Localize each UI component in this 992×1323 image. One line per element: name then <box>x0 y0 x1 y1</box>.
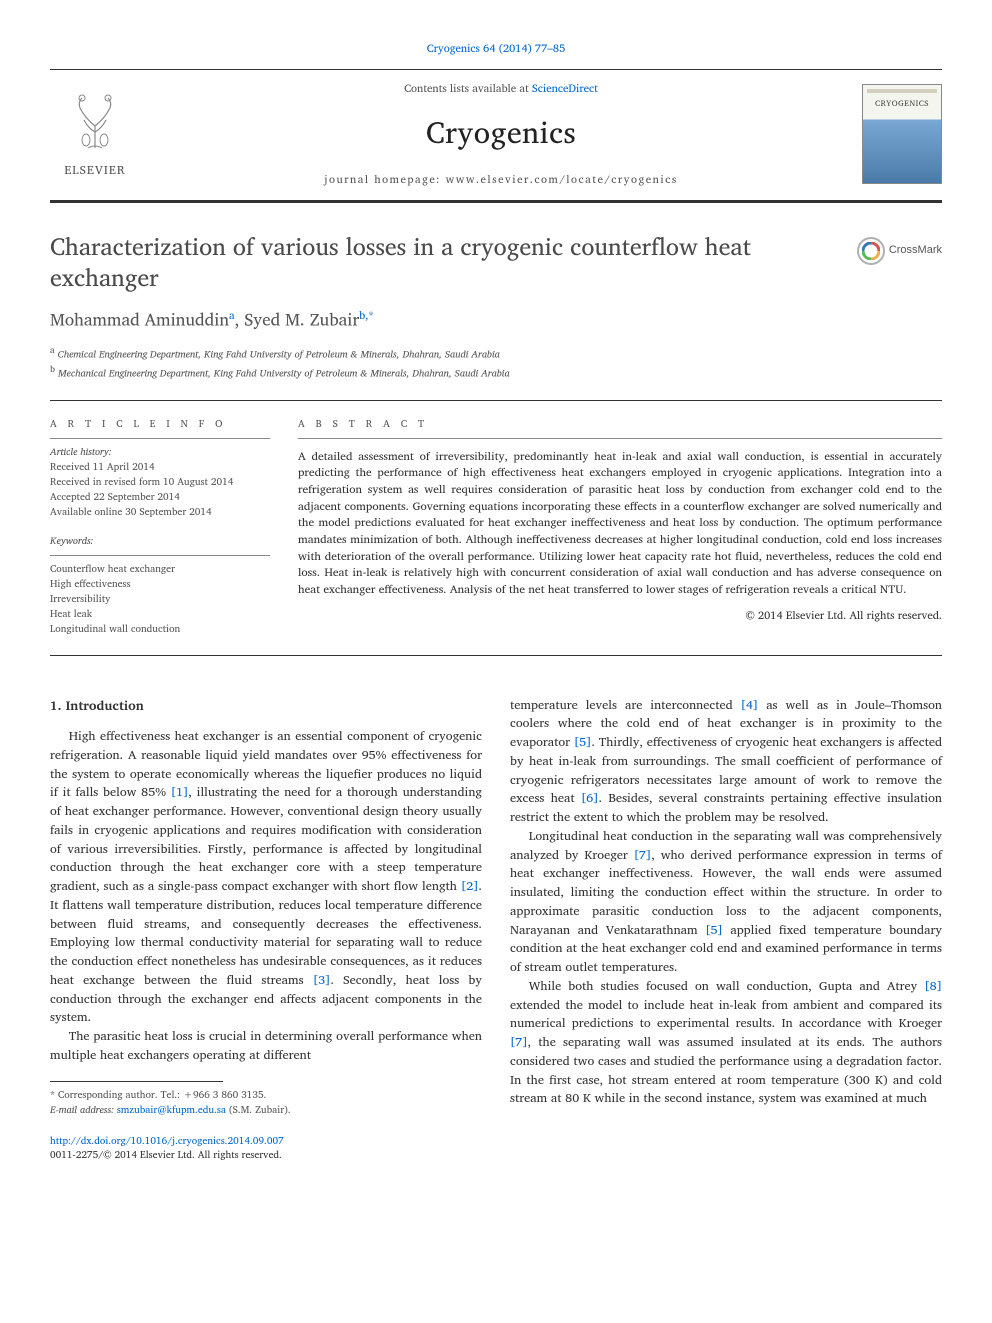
ref-8[interactable]: [8] <box>924 976 942 996</box>
divider-top <box>50 400 942 401</box>
ref-7b[interactable]: [7] <box>510 1032 528 1052</box>
p5b: extended the model to include heat in-le… <box>510 995 942 1034</box>
journal-homepage: journal homepage: www.elsevier.com/locat… <box>140 171 862 188</box>
keyword-1: Counterflow heat exchanger <box>50 562 270 577</box>
journal-name: Cryogenics <box>140 110 862 155</box>
p5a: While both studies focused on wall condu… <box>529 976 925 996</box>
affiliation-a: a Chemical Engineering Department, King … <box>50 343 942 362</box>
history-online: Available online 30 September 2014 <box>50 505 270 520</box>
journal-cover-thumbnail[interactable]: CRYOGENICS <box>862 84 942 184</box>
ref-5[interactable]: [5] <box>574 732 592 752</box>
keywords-label: Keywords: <box>50 534 270 556</box>
title-block: Characterization of various losses in a … <box>50 231 942 293</box>
corresponding-mark[interactable]: * <box>368 306 374 324</box>
issn-copyright: 0011-2275/© 2014 Elsevier Ltd. All right… <box>50 1148 482 1162</box>
sciencedirect-link[interactable]: ScienceDirect <box>532 79 598 97</box>
footnote-divider <box>50 1081 223 1082</box>
keyword-4: Heat leak <box>50 607 270 622</box>
ref-3[interactable]: [3] <box>313 970 331 990</box>
abstract-heading: A B S T R A C T <box>298 417 942 439</box>
citation-anchor[interactable]: Cryogenics 64 (2014) 77–85 <box>427 39 566 57</box>
p5c: , the separating wall was assumed insula… <box>510 1032 942 1108</box>
email-link[interactable]: smzubair@kfupm.edu.sa <box>117 1102 226 1118</box>
history-received: Received 11 April 2014 <box>50 460 270 475</box>
email-label: E-mail address: <box>50 1102 117 1118</box>
body-columns: 1. Introduction High effectiveness heat … <box>50 696 942 1162</box>
corresponding-footnote: * Corresponding author. Tel.: +966 3 860… <box>50 1088 482 1118</box>
article-info: A R T I C L E I N F O Article history: R… <box>50 417 270 637</box>
author-sep: , <box>235 307 245 334</box>
info-abstract-row: A R T I C L E I N F O Article history: R… <box>50 417 942 656</box>
abstract-copyright: © 2014 Elsevier Ltd. All rights reserved… <box>298 607 942 624</box>
contents-pre: Contents lists available at <box>404 79 532 97</box>
author-1[interactable]: Mohammad Aminuddin <box>50 307 229 334</box>
keyword-5: Longitudinal wall conduction <box>50 622 270 637</box>
affiliation-b: b Mechanical Engineering Department, Kin… <box>50 362 942 381</box>
abstract-column: A B S T R A C T A detailed assessment of… <box>298 417 942 637</box>
para-3: temperature levels are interconnected [4… <box>510 696 942 827</box>
doi-block: http://dx.doi.org/10.1016/j.cryogenics.2… <box>50 1134 482 1162</box>
para-5: While both studies focused on wall condu… <box>510 977 942 1108</box>
ref-5b[interactable]: [5] <box>705 920 723 940</box>
corr-line: * Corresponding author. Tel.: +966 3 860… <box>50 1088 482 1103</box>
homepage-pre: journal homepage: <box>324 170 445 188</box>
section-1-heading: 1. Introduction <box>50 696 482 716</box>
paper-title: Characterization of various losses in a … <box>50 231 837 293</box>
aff-a-sup: a <box>50 342 55 357</box>
cover-bar <box>867 89 937 93</box>
cover-title: CRYOGENICS <box>863 97 941 109</box>
crossmark-icon <box>857 237 885 265</box>
aff-a-text: Chemical Engineering Department, King Fa… <box>58 346 500 362</box>
aff-b-text: Mechanical Engineering Department, King … <box>58 366 510 382</box>
elsevier-tree-icon <box>60 88 130 158</box>
citation-link: Cryogenics 64 (2014) 77–85 <box>50 40 942 57</box>
history-label: Article history: <box>50 445 270 460</box>
para-1: High effectiveness heat exchanger is an … <box>50 727 482 1027</box>
column-right: temperature levels are interconnected [4… <box>510 696 942 1162</box>
history-accepted: Accepted 22 September 2014 <box>50 490 270 505</box>
ref-6[interactable]: [6] <box>581 788 599 808</box>
authors: Mohammad Aminuddina, Syed M. Zubairb,* <box>50 307 942 333</box>
column-left: 1. Introduction High effectiveness heat … <box>50 696 482 1162</box>
contents-available-line: Contents lists available at ScienceDirec… <box>140 80 862 97</box>
para-2: The parasitic heat loss is crucial in de… <box>50 1027 482 1065</box>
keyword-2: High effectiveness <box>50 577 270 592</box>
affiliations: a Chemical Engineering Department, King … <box>50 343 942 382</box>
ref-7[interactable]: [7] <box>634 845 652 865</box>
history-revised: Received in revised form 10 August 2014 <box>50 475 270 490</box>
email-line: E-mail address: smzubair@kfupm.edu.sa (S… <box>50 1103 482 1118</box>
ref-4[interactable]: [4] <box>741 695 759 715</box>
homepage-url[interactable]: www.elsevier.com/locate/cryogenics <box>446 170 678 188</box>
crossmark-badge[interactable]: CrossMark <box>857 237 942 265</box>
publisher-logo[interactable]: ELSEVIER <box>50 84 140 184</box>
keywords-block: Keywords: Counterflow heat exchanger Hig… <box>50 534 270 637</box>
journal-header: ELSEVIER Contents lists available at Sci… <box>50 69 942 203</box>
aff-b-sup: b <box>50 361 55 376</box>
ref-2[interactable]: [2] <box>461 876 479 896</box>
publisher-name: ELSEVIER <box>64 162 125 180</box>
keyword-3: Irreversibility <box>50 592 270 607</box>
crossmark-label: CrossMark <box>889 242 942 259</box>
author-2[interactable]: Syed M. Zubair <box>244 307 359 334</box>
ref-1[interactable]: [1] <box>171 782 189 802</box>
author-2-aff[interactable]: b, <box>359 306 368 324</box>
email-suffix: (S.M. Zubair). <box>226 1102 291 1118</box>
header-center: Contents lists available at ScienceDirec… <box>140 80 862 188</box>
para-4: Longitudinal heat conduction in the sepa… <box>510 827 942 977</box>
article-info-heading: A R T I C L E I N F O <box>50 417 270 439</box>
p3a: temperature levels are interconnected <box>510 695 741 715</box>
abstract-text: A detailed assessment of irreversibility… <box>298 449 942 599</box>
